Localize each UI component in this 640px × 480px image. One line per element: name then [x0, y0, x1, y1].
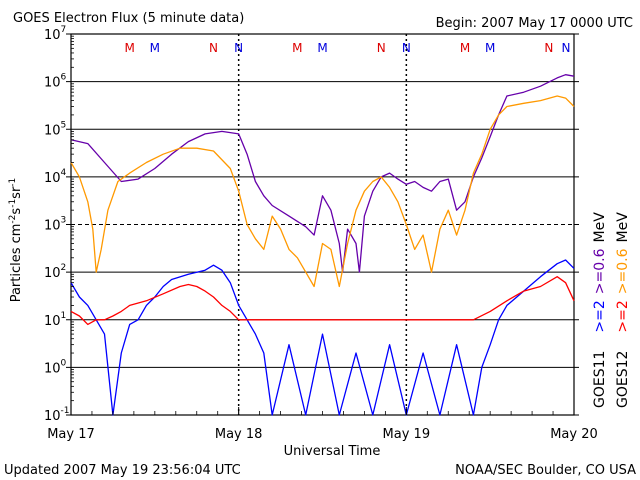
local-time-marker: M	[317, 41, 327, 55]
y-tick-label: 105	[44, 120, 66, 138]
series-line	[70, 259, 575, 416]
svg-text:Particles cm-2s-1sr-1: Particles cm-2s-1sr-1	[8, 178, 24, 303]
series-line	[70, 95, 575, 288]
x-axis-ticks: May 17 May 18 May 19 May 20	[47, 407, 598, 442]
local-time-marker: M	[292, 41, 302, 55]
y-axis-ticks: 10-1 100 101 102 103 104 105 106 107	[44, 25, 579, 424]
begin-label: Begin: 2007 May 17 0000 UTC	[436, 16, 633, 31]
y-tick-label: 10-1	[44, 406, 70, 424]
local-time-marker: M	[150, 41, 160, 55]
legend-column: GOES12>=2>=0.6MeV	[615, 212, 631, 408]
x-tick-label: May 17	[47, 427, 95, 442]
source-label: NOAA/SEC Boulder, CO USA	[455, 463, 636, 478]
legend: GOES11>=2>=0.6MeV GOES12>=2>=0.6MeV	[592, 212, 631, 408]
x-axis-label: Universal Time	[284, 444, 381, 459]
data-series	[70, 74, 575, 416]
x-tick-label: May 19	[383, 427, 431, 442]
local-time-marker: N	[234, 41, 243, 55]
y-tick-label: 107	[44, 25, 66, 43]
local-time-marker: M	[460, 41, 470, 55]
local-time-marker: N	[402, 41, 411, 55]
updated-label: Updated 2007 May 19 23:56:04 UTC	[4, 463, 241, 478]
y-tick-label: 100	[44, 358, 67, 376]
y-tick-label: 101	[44, 311, 66, 329]
x-tick-label: May 18	[215, 427, 263, 442]
legend-text: GOES12>=2>=0.6MeV	[615, 212, 631, 408]
legend-text: GOES11>=2>=0.6MeV	[592, 212, 608, 408]
y-tick-label: 106	[44, 73, 67, 91]
y-tick-label: 104	[44, 168, 67, 186]
chart-title: GOES Electron Flux (5 minute data)	[13, 11, 244, 26]
local-time-marker: M	[125, 41, 135, 55]
local-time-marker: N	[209, 41, 218, 55]
local-time-marker: N	[544, 41, 553, 55]
series-line	[70, 276, 575, 326]
local-time-marker: N	[562, 41, 571, 55]
legend-column: GOES11>=2>=0.6MeV	[592, 212, 608, 408]
x-tick-label: May 20	[550, 427, 598, 442]
y-axis-label-main: Particles cm	[9, 224, 24, 303]
y-axis-label: Particles cm-2s-1sr-1	[8, 178, 24, 303]
local-time-marker: N	[377, 41, 386, 55]
y-tick-label: 103	[44, 216, 66, 234]
y-tick-label: 102	[44, 263, 66, 281]
local-time-marker: M	[485, 41, 495, 55]
series-line	[70, 74, 575, 273]
